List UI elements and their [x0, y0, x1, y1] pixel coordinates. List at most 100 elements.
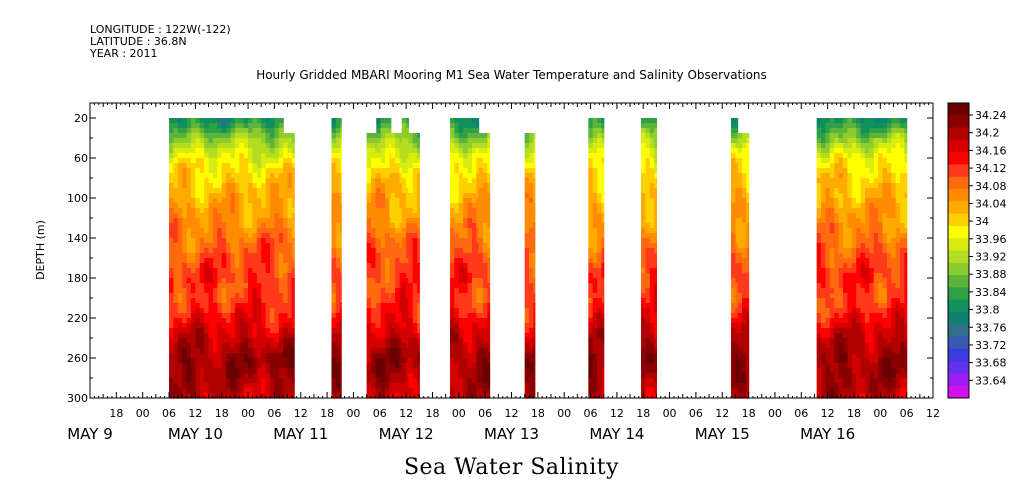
salinity-cell — [816, 318, 822, 324]
salinity-cell — [450, 193, 456, 199]
salinity-cell — [463, 163, 469, 169]
salinity-cell — [649, 348, 655, 354]
salinity-cell — [265, 358, 271, 364]
salinity-cell — [825, 168, 831, 174]
salinity-cell — [248, 253, 254, 259]
salinity-cell — [458, 348, 464, 354]
salinity-cell — [735, 168, 739, 174]
salinity-cell — [274, 188, 280, 194]
salinity-cell — [735, 343, 739, 349]
salinity-cell — [524, 133, 530, 139]
salinity-cell — [399, 293, 403, 299]
salinity-cell — [243, 328, 249, 334]
salinity-cell — [869, 338, 875, 344]
salinity-cell — [412, 288, 418, 294]
salinity-cell — [864, 158, 870, 164]
salinity-cell — [195, 378, 201, 384]
salinity-cell — [731, 293, 737, 299]
salinity-cell — [366, 188, 372, 194]
salinity-cell — [597, 333, 603, 339]
salinity-cell — [261, 343, 267, 349]
salinity-cell — [641, 158, 647, 164]
salinity-cell — [395, 278, 401, 284]
salinity-cell — [878, 358, 884, 364]
salinity-cell — [252, 248, 258, 254]
salinity-cell — [274, 128, 280, 134]
salinity-cell — [169, 343, 175, 349]
salinity-cell — [331, 298, 337, 304]
salinity-cell — [487, 238, 491, 244]
salinity-cell — [467, 223, 473, 229]
salinity-cell — [463, 218, 469, 224]
salinity-cell — [458, 208, 464, 214]
salinity-cell — [731, 158, 737, 164]
salinity-cell — [450, 348, 456, 354]
salinity-cell — [412, 173, 418, 179]
salinity-cell — [331, 338, 337, 344]
salinity-cell — [838, 178, 844, 184]
salinity-cell — [825, 323, 831, 329]
salinity-cell — [177, 268, 183, 274]
salinity-cell — [283, 208, 289, 214]
salinity-cell — [230, 178, 236, 184]
salinity-cell — [847, 218, 853, 224]
salinity-cell — [173, 388, 179, 394]
salinity-cell — [856, 193, 862, 199]
salinity-cell — [529, 273, 535, 279]
data-segment — [524, 133, 536, 399]
salinity-cell — [406, 343, 409, 349]
salinity-cell — [406, 248, 409, 254]
salinity-cell — [869, 363, 875, 369]
salinity-cell — [825, 263, 831, 269]
salinity-cell — [270, 198, 276, 204]
salinity-cell — [208, 173, 214, 179]
salinity-cell — [226, 338, 232, 344]
salinity-cell — [478, 313, 484, 319]
salinity-cell — [248, 388, 254, 394]
salinity-cell — [340, 223, 342, 229]
salinity-cell — [221, 173, 227, 179]
salinity-cell — [291, 213, 295, 219]
salinity-cell — [601, 393, 605, 399]
salinity-cell — [471, 233, 477, 239]
salinity-cell — [533, 213, 536, 219]
salinity-cell — [834, 268, 840, 274]
salinity-cell — [746, 198, 750, 204]
salinity-cell — [399, 253, 403, 259]
salinity-cell — [842, 373, 848, 379]
salinity-cell — [649, 138, 655, 144]
salinity-cell — [399, 178, 403, 184]
salinity-cell — [274, 343, 280, 349]
salinity-cell — [395, 288, 401, 294]
salinity-cell — [746, 258, 750, 264]
salinity-cell — [851, 188, 857, 194]
salinity-cell — [649, 153, 655, 159]
salinity-cell — [592, 368, 598, 374]
salinity-cell — [842, 188, 848, 194]
salinity-cell — [641, 183, 647, 189]
salinity-cell — [230, 208, 236, 214]
salinity-cell — [204, 333, 210, 339]
salinity-cell — [234, 373, 240, 379]
data-segment — [376, 118, 392, 399]
salinity-cell — [529, 393, 535, 399]
salinity-cell — [641, 288, 647, 294]
salinity-cell — [746, 278, 750, 284]
salinity-cell — [331, 138, 337, 144]
salinity-cell — [274, 238, 280, 244]
salinity-cell — [882, 298, 888, 304]
salinity-cell — [380, 273, 386, 279]
salinity-cell — [380, 148, 386, 154]
salinity-cell — [821, 373, 827, 379]
salinity-cell — [287, 388, 293, 394]
salinity-cell — [217, 133, 223, 139]
salinity-cell — [278, 303, 284, 309]
salinity-cell — [487, 173, 491, 179]
salinity-cell — [450, 158, 456, 164]
salinity-cell — [182, 263, 188, 269]
salinity-cell — [864, 383, 870, 389]
salinity-cell — [177, 283, 183, 289]
salinity-cell — [829, 323, 835, 329]
salinity-cell — [261, 123, 267, 129]
salinity-cell — [478, 273, 484, 279]
